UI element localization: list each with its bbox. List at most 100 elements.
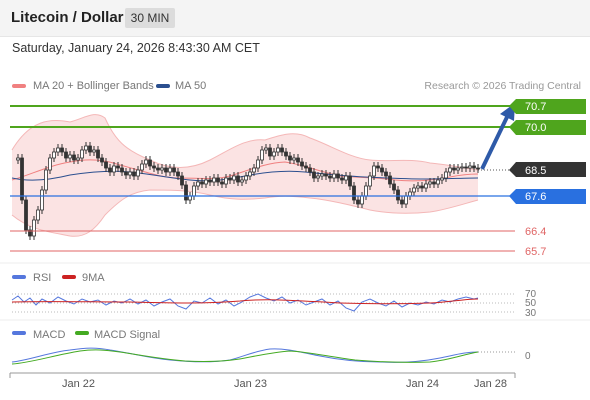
candle-body xyxy=(448,167,452,173)
support-1-label: 66.4 xyxy=(525,226,546,238)
candle-body xyxy=(184,184,188,201)
macd-signal-legend-label: MACD Signal xyxy=(94,329,160,341)
instrument-title: Litecoin / Dollar xyxy=(11,9,124,26)
candle-body xyxy=(136,169,140,177)
candle-body xyxy=(228,177,232,181)
candle-body xyxy=(156,167,160,171)
candle-body xyxy=(32,219,36,237)
candle-body xyxy=(28,229,32,237)
candle-body xyxy=(144,159,148,165)
candle-body xyxy=(300,161,304,167)
candle-body xyxy=(256,159,260,169)
candle-body xyxy=(60,147,64,153)
candle-body xyxy=(40,189,44,211)
candle-body xyxy=(312,171,316,179)
candle-body xyxy=(180,175,184,186)
pivot-label: 67.6 xyxy=(525,191,546,203)
candle-body xyxy=(192,185,196,197)
candle-body xyxy=(120,167,124,173)
candle-body xyxy=(364,185,368,197)
candle-body xyxy=(176,171,180,177)
candle-body xyxy=(220,181,224,185)
rsi-tick-50: 50 xyxy=(525,298,537,309)
candle-body xyxy=(16,157,20,161)
candle-body xyxy=(304,165,308,169)
candle-body xyxy=(432,181,436,185)
rsi-legend-label: RSI xyxy=(33,272,51,284)
bollinger-upper xyxy=(11,114,479,171)
macd-legend-swatch xyxy=(12,331,26,335)
candle-body xyxy=(352,185,356,201)
candle-body xyxy=(128,171,132,176)
candle-body xyxy=(400,199,404,205)
candle-body xyxy=(456,167,460,171)
candle-body xyxy=(348,175,352,187)
chart-datetime: Saturday, January 24, 2026 8:43:30 AM CE… xyxy=(12,41,260,55)
candle-body xyxy=(80,149,84,159)
candle-body xyxy=(288,155,292,161)
resistance-1-badge-tip xyxy=(509,120,516,135)
last-price-label: 68.5 xyxy=(525,165,546,177)
rsi-tick-30: 30 xyxy=(525,308,537,319)
macd-signal-line xyxy=(11,349,479,365)
candle-body xyxy=(124,171,128,176)
candle-body xyxy=(284,151,288,157)
candle-body xyxy=(320,173,324,177)
candle-body xyxy=(212,177,216,183)
candle-body xyxy=(336,173,340,179)
candle-body xyxy=(420,185,424,189)
support-2-label: 65.7 xyxy=(525,246,546,258)
resistance-1-label: 70.0 xyxy=(525,122,546,134)
ma50-legend-label: MA 50 xyxy=(175,80,207,92)
candle-body xyxy=(372,165,376,177)
candle-body xyxy=(108,167,112,173)
candle-body xyxy=(152,165,156,169)
candle-body xyxy=(52,151,56,159)
candle-body xyxy=(292,157,296,161)
candle-body xyxy=(88,145,92,153)
candlesticks xyxy=(16,142,480,240)
pivot-badge xyxy=(516,189,586,204)
candle-body xyxy=(428,181,432,185)
candle-body xyxy=(340,177,344,181)
candle-body xyxy=(416,185,420,189)
candle-body xyxy=(196,181,200,187)
candle-body xyxy=(72,154,76,161)
candle-body xyxy=(44,169,48,191)
timeframe-button[interactable]: 30 MIN xyxy=(125,8,175,28)
candle-body xyxy=(240,179,244,183)
candle-body xyxy=(468,165,472,169)
candle-body xyxy=(380,167,384,173)
rsi-line xyxy=(11,293,479,312)
candle-body xyxy=(296,157,300,163)
rsi-tick-70: 70 xyxy=(525,289,537,300)
candle-body xyxy=(112,165,116,173)
candle-body xyxy=(308,167,312,173)
last-price-badge-tip xyxy=(509,162,516,177)
candle-body xyxy=(436,179,440,185)
rsi-ma-legend-label: 9MA xyxy=(82,272,105,284)
x-label-jan22: Jan 22 xyxy=(62,378,95,390)
candle-body xyxy=(140,163,144,171)
candle-body xyxy=(132,171,136,177)
candle-body xyxy=(424,183,428,189)
x-label-jan23: Jan 23 xyxy=(234,378,267,390)
candle-body xyxy=(188,195,192,201)
candle-body xyxy=(396,189,400,201)
candle-body xyxy=(76,157,80,161)
candle-body xyxy=(280,147,284,153)
candle-body xyxy=(344,175,348,181)
chart-header: Litecoin / Dollar 30 MIN xyxy=(0,0,590,37)
candle-body xyxy=(444,171,448,179)
resistance-2-label: 70.7 xyxy=(525,101,546,113)
macd-signal-legend-swatch xyxy=(75,331,89,335)
resistance-1-badge xyxy=(516,120,586,135)
x-label-jan28: Jan 28 xyxy=(474,378,507,390)
candle-body xyxy=(200,181,204,185)
candle-body xyxy=(208,179,212,183)
candle-body xyxy=(268,147,272,157)
candle-body xyxy=(232,175,236,181)
candle-body xyxy=(276,147,280,153)
candle-body xyxy=(56,147,60,153)
